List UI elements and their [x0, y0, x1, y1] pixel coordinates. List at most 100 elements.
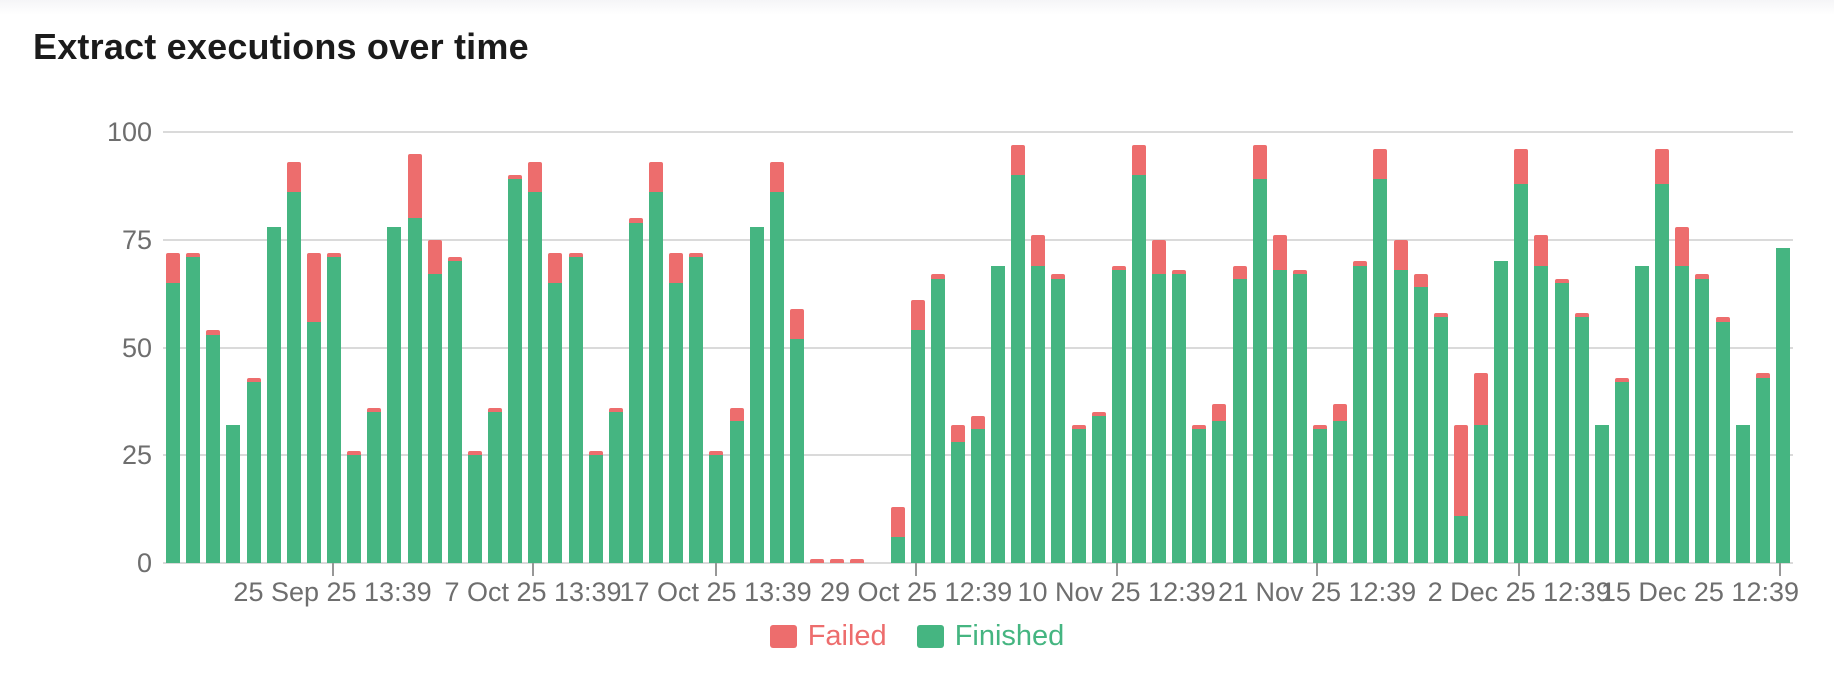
bar[interactable]: [1675, 226, 1690, 563]
bar[interactable]: [427, 239, 442, 563]
bar[interactable]: [1272, 235, 1287, 563]
bar[interactable]: [689, 252, 704, 563]
bar[interactable]: [588, 450, 603, 563]
bar[interactable]: [709, 450, 724, 563]
bar[interactable]: [508, 175, 523, 563]
legend-item-failed[interactable]: Failed: [769, 620, 887, 653]
gridline: [163, 238, 1793, 241]
bar[interactable]: [950, 425, 965, 563]
bar-finished-segment: [588, 455, 603, 563]
bar-finished-segment: [1413, 287, 1428, 563]
bar-failed-segment: [347, 450, 362, 456]
bar[interactable]: [327, 252, 342, 563]
bar[interactable]: [1755, 373, 1770, 563]
bar[interactable]: [1212, 403, 1227, 563]
bar[interactable]: [1333, 403, 1348, 563]
bar-failed-segment: [1534, 235, 1549, 266]
bar[interactable]: [789, 308, 804, 563]
bar[interactable]: [1635, 265, 1650, 563]
bar[interactable]: [1453, 425, 1468, 563]
bar[interactable]: [749, 226, 764, 563]
bar[interactable]: [1735, 425, 1750, 563]
bar[interactable]: [1131, 144, 1146, 563]
bar[interactable]: [447, 257, 462, 563]
bar[interactable]: [1433, 313, 1448, 563]
bar-finished-segment: [709, 455, 724, 563]
bar[interactable]: [1594, 425, 1609, 563]
bar[interactable]: [206, 330, 221, 563]
bar[interactable]: [1011, 144, 1026, 563]
bar[interactable]: [1192, 425, 1207, 563]
bar[interactable]: [1494, 261, 1509, 563]
bar[interactable]: [1232, 265, 1247, 563]
bar[interactable]: [166, 252, 181, 563]
bar[interactable]: [628, 218, 643, 563]
bar-failed-segment: [1152, 239, 1167, 275]
bar[interactable]: [930, 274, 945, 563]
bar[interactable]: [266, 226, 281, 563]
bar[interactable]: [347, 450, 362, 563]
x-axis-label: 7 Oct 25 13:39: [444, 577, 622, 607]
bar[interactable]: [890, 506, 905, 563]
bar-failed-segment: [1433, 313, 1448, 318]
bar-failed-segment: [407, 153, 422, 219]
bar[interactable]: [1313, 425, 1328, 563]
bar[interactable]: [1655, 149, 1670, 563]
bar[interactable]: [1353, 261, 1368, 563]
bar[interactable]: [488, 407, 503, 563]
bar[interactable]: [1413, 274, 1428, 563]
bar[interactable]: [1071, 425, 1086, 563]
bar-failed-segment: [427, 239, 442, 275]
bar[interactable]: [1695, 274, 1710, 563]
bar-finished-segment: [1152, 274, 1167, 563]
bar[interactable]: [1514, 149, 1529, 563]
bar[interactable]: [186, 252, 201, 563]
bar-finished-segment: [206, 334, 221, 563]
bar[interactable]: [367, 407, 382, 563]
bar[interactable]: [1111, 265, 1126, 563]
bar[interactable]: [608, 407, 623, 563]
bar[interactable]: [1775, 248, 1790, 563]
bar[interactable]: [387, 226, 402, 563]
bar[interactable]: [528, 162, 543, 563]
bar[interactable]: [850, 558, 865, 563]
bar[interactable]: [1292, 269, 1307, 563]
bar[interactable]: [971, 416, 985, 563]
bar[interactable]: [568, 252, 583, 563]
bar[interactable]: [1172, 269, 1187, 563]
bar[interactable]: [669, 252, 684, 563]
bar[interactable]: [1474, 373, 1489, 563]
bar[interactable]: [991, 265, 1006, 563]
bar[interactable]: [1554, 278, 1569, 563]
bar-finished-segment: [1514, 183, 1529, 563]
bar[interactable]: [1031, 235, 1046, 563]
bar[interactable]: [286, 162, 301, 563]
bar[interactable]: [1051, 274, 1066, 563]
bar[interactable]: [1152, 239, 1167, 563]
bar-failed-segment: [1091, 412, 1106, 417]
bar[interactable]: [467, 450, 482, 563]
bar[interactable]: [910, 300, 925, 563]
bar[interactable]: [246, 377, 261, 563]
bar[interactable]: [548, 252, 563, 563]
bar[interactable]: [1252, 144, 1267, 563]
bar[interactable]: [1574, 313, 1589, 563]
bar[interactable]: [1534, 235, 1549, 563]
bar[interactable]: [407, 153, 422, 563]
bar[interactable]: [1715, 317, 1730, 563]
bar[interactable]: [649, 162, 664, 563]
bar[interactable]: [1393, 239, 1408, 563]
bar[interactable]: [226, 425, 241, 563]
legend-item-finished[interactable]: Finished: [916, 620, 1064, 653]
bar[interactable]: [1373, 149, 1388, 563]
bar[interactable]: [830, 558, 845, 563]
bar[interactable]: [1091, 412, 1106, 563]
bar[interactable]: [306, 252, 321, 563]
gridline: [163, 131, 1793, 133]
bar[interactable]: [769, 162, 784, 563]
bar[interactable]: [1614, 377, 1629, 563]
plot-area: 25 Sep 25 13:39 7 Oct 25 13:39 17 Oct 25 1…: [163, 131, 1799, 607]
bar-failed-segment: [1313, 425, 1328, 430]
bar[interactable]: [729, 407, 744, 563]
bar[interactable]: [810, 558, 824, 563]
